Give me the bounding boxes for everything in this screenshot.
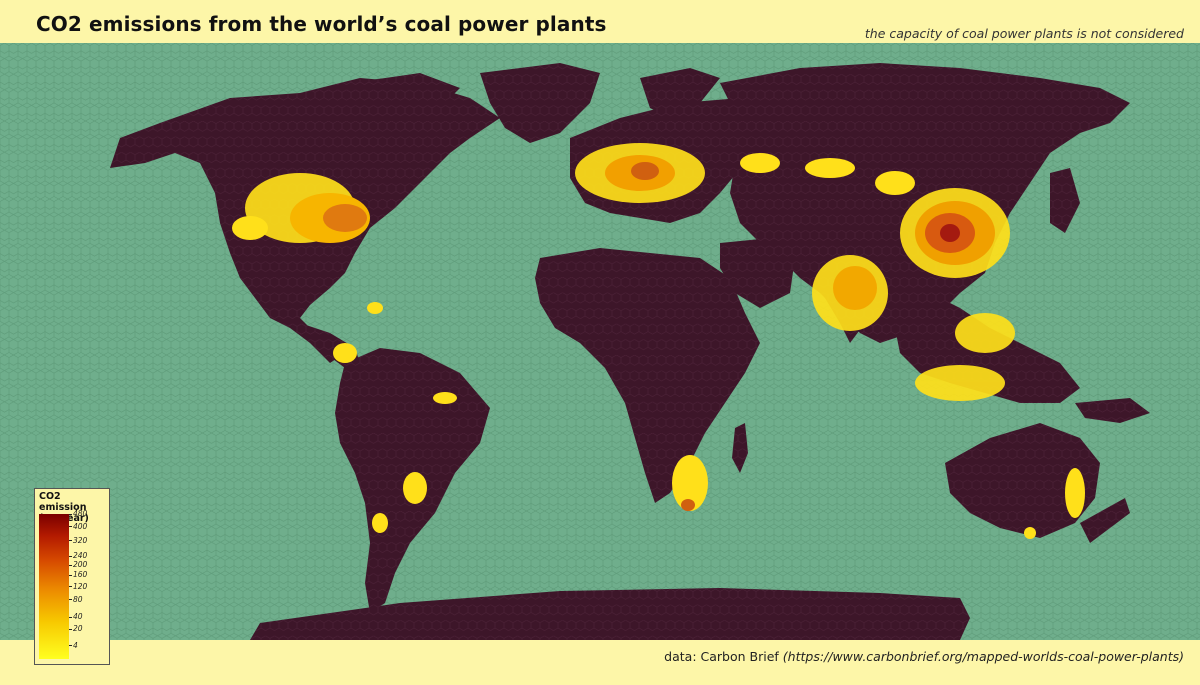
source-prefix: data: Carbon Brief (664, 649, 779, 664)
legend-tick: 240 (69, 552, 87, 560)
legend-tick: 4 (69, 641, 78, 650)
central-america-hotspot (333, 302, 383, 363)
europe-hotspot (575, 143, 705, 203)
madagascar (732, 423, 748, 473)
africa (535, 248, 760, 503)
japan (1050, 168, 1080, 233)
legend-tick: 160 (69, 571, 87, 579)
antarctica (250, 588, 970, 640)
southeast-asia-hotspot (915, 313, 1015, 401)
new-zealand (1080, 498, 1130, 543)
emission-hotspots (232, 143, 1085, 539)
australia (945, 423, 1100, 538)
scandinavia (640, 68, 720, 118)
china-hotspot (900, 188, 1010, 278)
data-source: data: Carbon Brief (https://www.carbonbr… (664, 649, 1184, 664)
legend-title-line1: CO2 emission (39, 491, 87, 513)
arabia (720, 238, 795, 308)
legend-tick: 120 (69, 582, 87, 591)
greenland (480, 63, 600, 143)
source-url: (https://www.carbonbrief.org/mapped-worl… (782, 649, 1184, 664)
legend-tick: 20 (69, 625, 83, 633)
legend-tick: 480 (69, 510, 87, 518)
new-guinea (1075, 398, 1150, 423)
map-subtitle: the capacity of coal power plants is not… (864, 26, 1184, 41)
world-hex-map (0, 43, 1200, 640)
legend-tick: 400 (69, 522, 87, 531)
australia-hotspot (1024, 468, 1085, 539)
usa-hotspot (232, 173, 370, 243)
legend-color-bar (39, 514, 69, 659)
alaska-west (110, 123, 175, 168)
russia-hotspots (740, 153, 915, 195)
legend-ticks: 480 400 320 240 200 160 120 80 40 20 4 (69, 510, 107, 659)
india-hotspot (812, 255, 888, 331)
legend-tick: 200 (69, 561, 87, 569)
legend-tick: 320 (69, 536, 87, 545)
arctic-islands (350, 73, 460, 113)
map-title: CO2 emissions from the world’s coal powe… (36, 12, 607, 36)
legend-tick: 80 (69, 595, 83, 604)
legend-tick: 40 (69, 613, 83, 621)
south-america-hotspot (372, 392, 457, 533)
south-africa-hotspot (672, 455, 708, 511)
color-legend: CO2 emission (Mt/year) 48040032024020016… (34, 488, 110, 665)
